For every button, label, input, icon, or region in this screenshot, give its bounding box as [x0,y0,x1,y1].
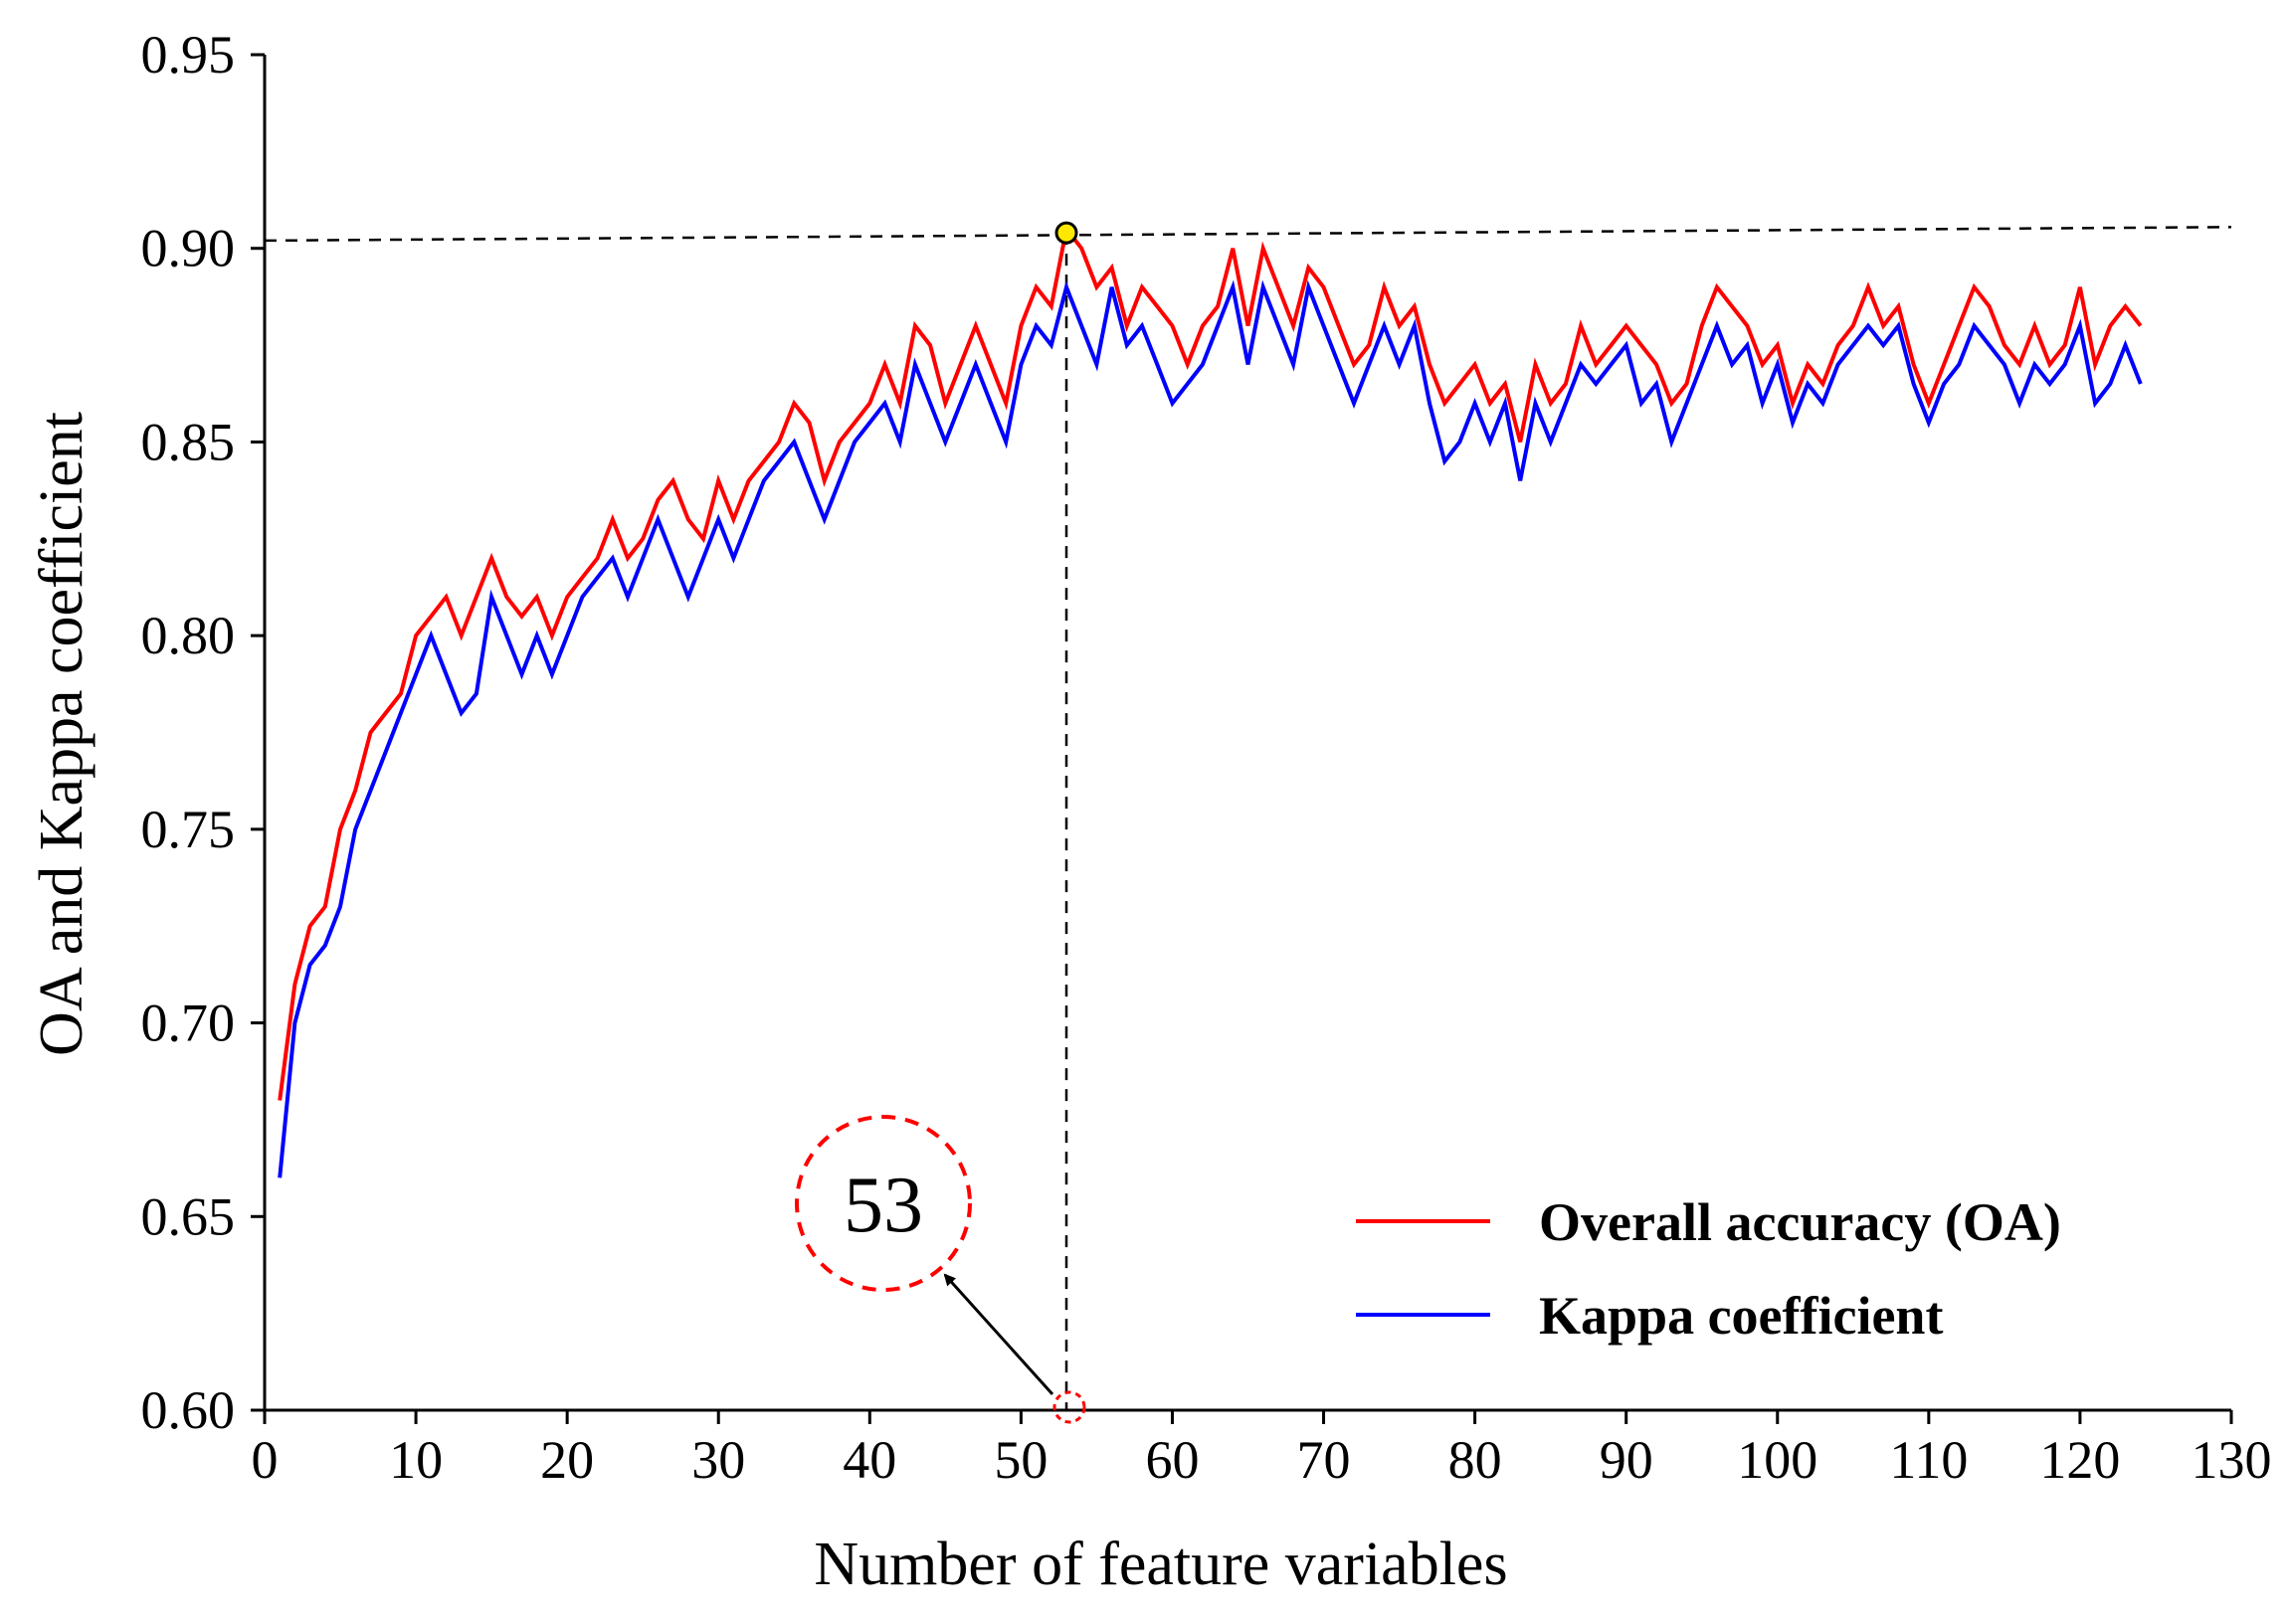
optimum-value-circle [795,1115,972,1292]
x-tick-label: 70 [1297,1430,1351,1490]
legend-label-oa: Overall accuracy (OA) [1539,1192,2061,1252]
y-tick-label: 0.85 [141,412,236,471]
y-axis-ticks: 0.60 0.65 0.70 0.75 0.80 0.85 0.90 0.95 [141,25,265,1440]
legend-label-kappa: Kappa coefficient [1539,1286,1943,1346]
optimum-x-marker [1052,1390,1086,1424]
y-tick-label: 0.60 [141,1380,236,1440]
y-axis-label: OA and Kappa coefficient [28,412,95,1056]
x-tick-label: 30 [691,1430,745,1490]
legend: Overall accuracy (OA) Kappa coefficient [1356,1192,2061,1346]
x-axis-label: Number of feature variables [814,1531,1507,1598]
x-axis-ticks: 0 10 20 30 40 50 60 70 80 90 100 110 120 130 [252,1410,2272,1490]
x-tick-label: 80 [1448,1430,1502,1490]
x-tick-label: 60 [1145,1430,1199,1490]
optimum-guides [264,226,2232,1410]
y-tick-label: 0.70 [141,993,236,1053]
series-layer [278,224,2143,1178]
x-tick-label: 10 [389,1430,443,1490]
series-line-oa [278,224,2143,1101]
y-tick-label: 0.65 [141,1186,236,1246]
y-tick-label: 0.90 [141,219,236,278]
optimum-value-label: 53 [844,1162,923,1249]
x-tick-label: 110 [1889,1430,1968,1490]
annotation-arrow [943,1273,1054,1396]
x-tick-label: 20 [540,1430,594,1490]
optimum-horizontal-guide [264,226,2232,243]
optimum-annotation: 53 [795,221,1086,1424]
x-tick-label: 40 [843,1430,896,1490]
y-tick-label: 0.80 [141,606,236,665]
x-tick-label: 90 [1600,1430,1653,1490]
x-tick-label: 0 [252,1430,279,1490]
y-tick-label: 0.95 [141,25,236,85]
x-tick-label: 130 [2192,1430,2272,1490]
x-tick-label: 100 [1737,1430,1817,1490]
series-line-kappa [278,279,2143,1178]
x-tick-label: 50 [994,1430,1048,1490]
x-tick-label: 120 [2039,1430,2120,1490]
y-tick-label: 0.75 [141,800,236,859]
optimum-point-marker [1054,221,1078,245]
